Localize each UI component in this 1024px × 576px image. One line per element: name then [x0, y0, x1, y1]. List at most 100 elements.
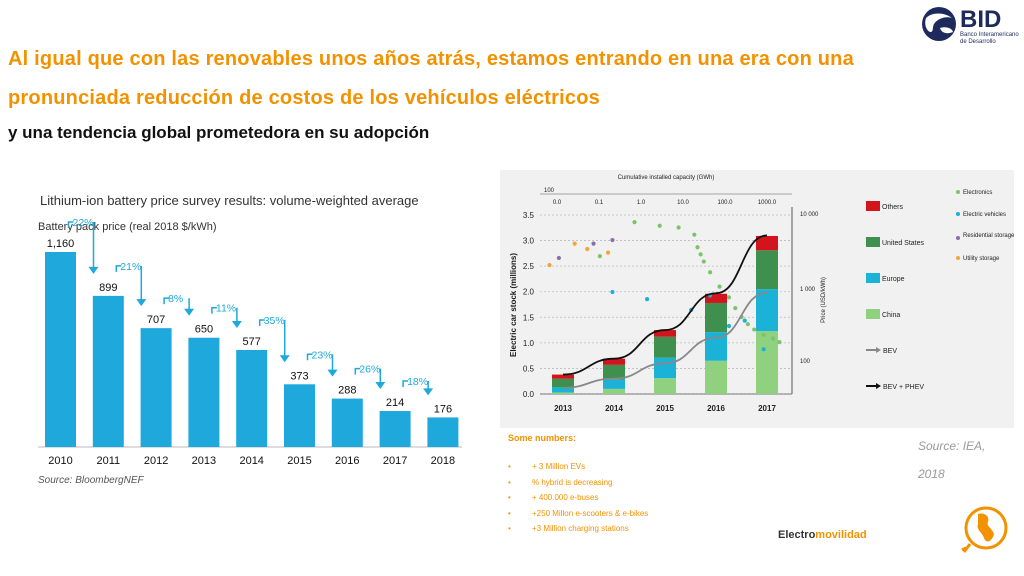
- scatter-point: [692, 232, 697, 237]
- bar-value-label: 176: [434, 403, 452, 415]
- stack-segment-europe-2014: [603, 379, 625, 389]
- electromovilidad-brand: Electromovilidad: [778, 529, 867, 541]
- logo-name: BID: [960, 6, 1002, 33]
- numbers-title: Some numbers:: [508, 433, 577, 443]
- decline-arrow: 21%: [115, 261, 147, 307]
- bar-value-label: 373: [290, 370, 308, 382]
- legend-swatch: [866, 237, 880, 247]
- decline-bracket: [211, 306, 217, 314]
- legend-arrow-icon: [876, 383, 881, 389]
- stack-segment-united-states-2015: [654, 336, 676, 358]
- y-tick-label: 1.0: [523, 339, 535, 348]
- top-tick-label: 0.0: [553, 200, 562, 206]
- decline-label: 21%: [120, 261, 141, 273]
- bullet-icon: •: [508, 524, 511, 533]
- stack-segment-united-states-2014: [603, 364, 625, 380]
- scatter-point: [597, 254, 602, 259]
- legend-label: Electronics: [963, 190, 992, 196]
- bar-2012: [140, 328, 172, 447]
- stack-segment-china-2016: [705, 360, 727, 394]
- y-tick-label: 3.0: [523, 237, 535, 246]
- stack-segment-china-2014: [603, 388, 625, 394]
- y-tick-label: 0.0: [523, 390, 535, 399]
- decline-arrow: 11%: [211, 303, 242, 329]
- stack-segment-others-2015: [654, 330, 676, 337]
- stack-segment-united-states-2016: [705, 302, 727, 333]
- scatter-point: [632, 220, 637, 225]
- bar-value-label: 650: [195, 324, 213, 336]
- x-tick-label: 2013: [192, 455, 216, 467]
- legend-dot: [956, 190, 960, 194]
- x-tick-label: 2014: [605, 404, 623, 413]
- list-item: • + 400.000 e-buses: [508, 493, 648, 509]
- decline-label: 18%: [407, 376, 428, 388]
- stack-segment-others-2014: [603, 358, 625, 365]
- scatter-point: [733, 305, 738, 311]
- decline-label: 26%: [359, 364, 380, 376]
- top-axis-left-label: 100: [544, 188, 555, 194]
- bar-value-label: 214: [386, 397, 404, 409]
- bar-value-label: 288: [338, 385, 356, 397]
- headline-line-1: Al igual que con las renovables unos año…: [8, 48, 854, 70]
- list-item: • +3 Million charging stations: [508, 524, 648, 540]
- right-tick-label: 100: [800, 359, 811, 365]
- bar-value-label: 1,160: [47, 238, 75, 250]
- x-tick-label: 2010: [48, 455, 72, 467]
- x-tick-label: 2017: [758, 404, 776, 413]
- battery-chart-source: Source: BloombergNEF: [38, 475, 144, 486]
- legend-arrow-icon: [876, 347, 881, 353]
- bullet-icon: •: [508, 462, 511, 471]
- top-axis-label: Cumulative installed capacity (GWh): [618, 175, 715, 181]
- right-tick-label: 10 000: [800, 212, 819, 218]
- y-tick-label: 2.5: [523, 262, 535, 271]
- scatter-point: [645, 297, 650, 302]
- scatter-point: [745, 322, 750, 327]
- top-tick-label: 10.0: [677, 200, 689, 206]
- scatter-point: [698, 252, 703, 257]
- stack-segment-others-2017: [756, 235, 778, 251]
- x-tick-label: 2013: [554, 404, 572, 413]
- bar-2015: [284, 384, 315, 447]
- scatter-point: [556, 255, 561, 261]
- y-tick-label: 3.5: [523, 211, 535, 220]
- legend-swatch: [866, 273, 880, 283]
- battery-chart-ylabel: Battery pack price (real 2018 $/kWh): [38, 221, 217, 233]
- legend-label: BEV + PHEV: [883, 384, 924, 391]
- list-item: • +250 Millon e-scooters & e-bikes: [508, 509, 648, 525]
- scatter-point: [717, 284, 722, 289]
- scatter-point: [585, 246, 590, 252]
- logo-subtitle: Banco Interamericano de Desarrollo: [960, 32, 1019, 45]
- series-line-bev-phev: [562, 234, 768, 376]
- headline-line-2: pronunciada reducción de costos de los v…: [8, 87, 600, 109]
- decline-label: 23%: [312, 349, 333, 361]
- decline-bracket: [258, 319, 265, 327]
- bullet-icon: •: [508, 508, 511, 518]
- arrow-head-icon: [327, 369, 338, 377]
- decline-arrow: 8%: [163, 293, 195, 316]
- legend-swatch: [866, 309, 880, 319]
- legend-dot: [956, 256, 960, 260]
- decline-arrow: 18%: [402, 376, 434, 396]
- bar-value-label: 707: [147, 314, 165, 326]
- iea-source-note: Source: IEA, 2018: [918, 439, 986, 481]
- top-tick-label: 1000.0: [758, 200, 777, 206]
- scatter-point: [726, 295, 732, 300]
- stack-segment-europe-2016: [705, 332, 727, 361]
- stack-segment-china-2013: [552, 392, 574, 394]
- stack-segment-others-2013: [552, 374, 574, 379]
- legend-label: Electric vehicles: [963, 212, 1006, 218]
- legend-label: United States: [882, 240, 925, 247]
- y-tick-label: 2.0: [523, 288, 535, 297]
- decline-label: 8%: [168, 293, 183, 305]
- decline-arrow: 23%: [306, 349, 338, 377]
- x-tick-label: 2015: [287, 455, 311, 467]
- scatter-point: [761, 347, 766, 352]
- stack-segment-europe-2017: [756, 289, 778, 332]
- scatter-point: [752, 327, 757, 332]
- decline-label: 11%: [216, 303, 236, 315]
- decline-arrow: 22%: [67, 217, 99, 274]
- battery-chart-title: Lithium-ion battery price survey results…: [40, 193, 419, 208]
- x-tick-label: 2017: [383, 455, 407, 467]
- bullet-icon: •: [508, 477, 511, 487]
- legend-label: China: [882, 312, 900, 319]
